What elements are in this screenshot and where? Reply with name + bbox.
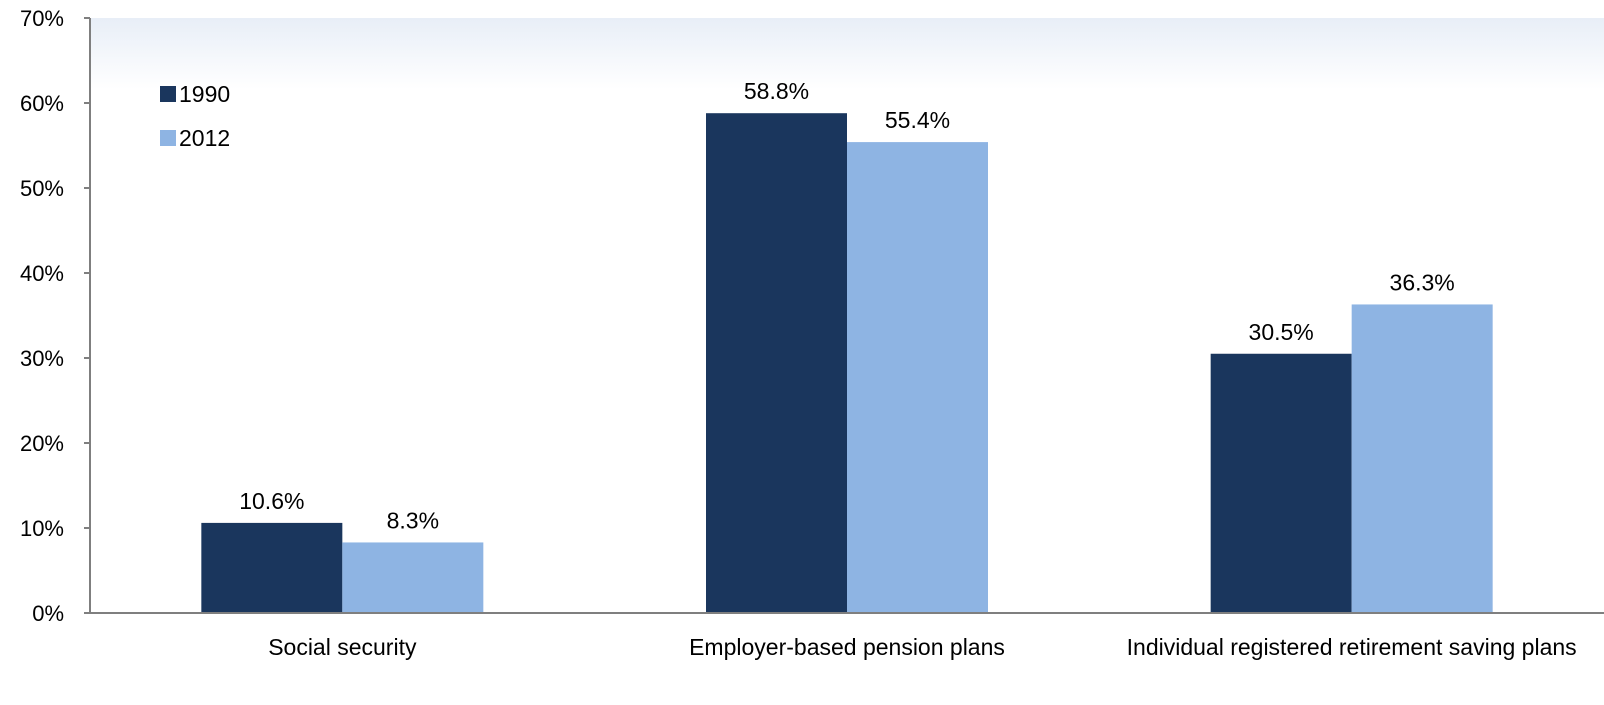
y-tick-label: 50%: [20, 176, 64, 201]
legend: 1990 2012: [160, 81, 230, 151]
legend-label: 2012: [179, 125, 230, 151]
y-tick-label: 30%: [20, 346, 64, 371]
bar-1990-0: [201, 522, 343, 613]
data-labels: 10.6% 8.3% 58.8% 55.4% 30.5% 36.3%: [239, 78, 1455, 533]
data-label: 55.4%: [885, 107, 950, 133]
data-label: 8.3%: [387, 507, 439, 533]
x-tick-label: Individual registered retirement saving …: [1127, 634, 1577, 660]
x-axis: Social security Employer-based pension pl…: [90, 612, 1604, 660]
y-tick-label: 70%: [20, 6, 64, 31]
legend-label: 1990: [179, 81, 230, 107]
x-tick-label: Employer-based pension plans: [689, 634, 1005, 660]
legend-swatch-1990: [160, 86, 176, 102]
y-tick-label: 40%: [20, 261, 64, 286]
y-tick-label: 0%: [32, 601, 64, 626]
data-label: 30.5%: [1249, 319, 1314, 345]
y-tick-label: 20%: [20, 431, 64, 456]
y-tick-label: 60%: [20, 91, 64, 116]
bar-2012-0: [342, 542, 484, 613]
y-axis: 0% 10% 20% 30% 40% 50% 60% 70%: [20, 6, 91, 626]
x-tick-label: Social security: [268, 634, 417, 660]
bar-1990-2: [1210, 353, 1352, 613]
legend-swatch-2012: [160, 130, 176, 146]
y-tick-label: 10%: [20, 516, 64, 541]
bar-1990-1: [706, 113, 847, 613]
data-label: 58.8%: [744, 78, 809, 104]
bar-2012-2: [1351, 304, 1493, 613]
data-label: 36.3%: [1390, 269, 1455, 295]
data-label: 10.6%: [239, 488, 304, 514]
bar-2012-1: [847, 142, 988, 613]
bars: [201, 113, 1493, 613]
